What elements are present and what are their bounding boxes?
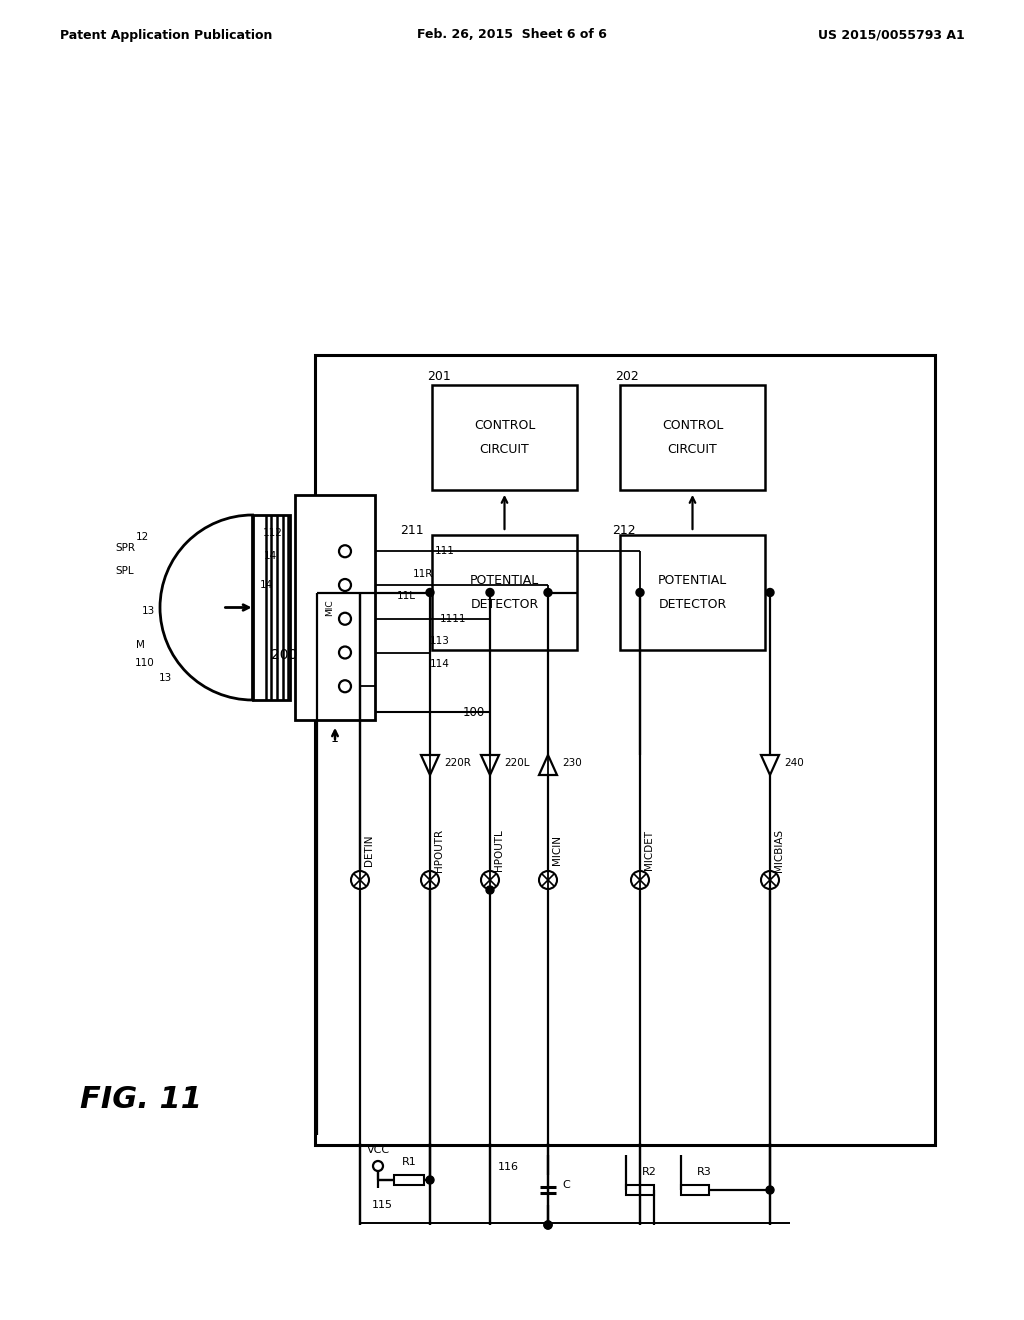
Text: 116: 116 xyxy=(498,1162,519,1172)
Text: 115: 115 xyxy=(372,1200,393,1210)
Text: 240: 240 xyxy=(784,758,804,768)
Text: 11L: 11L xyxy=(397,591,416,601)
Text: SPL: SPL xyxy=(116,565,134,576)
Circle shape xyxy=(486,589,494,597)
Text: 202: 202 xyxy=(615,371,639,384)
Polygon shape xyxy=(539,755,557,775)
Circle shape xyxy=(426,1176,434,1184)
Circle shape xyxy=(339,680,351,692)
Polygon shape xyxy=(761,755,779,775)
Text: 220L: 220L xyxy=(504,758,529,768)
Text: 14: 14 xyxy=(260,581,273,590)
Circle shape xyxy=(339,612,351,624)
Circle shape xyxy=(544,1221,552,1229)
Text: 110: 110 xyxy=(135,657,155,668)
Text: R3: R3 xyxy=(697,1167,712,1177)
Text: 111: 111 xyxy=(435,546,455,556)
Circle shape xyxy=(421,871,439,888)
Text: MICIN: MICIN xyxy=(552,836,562,865)
Text: R1: R1 xyxy=(401,1158,417,1167)
Bar xyxy=(295,495,375,719)
Text: 13: 13 xyxy=(141,606,155,616)
Bar xyxy=(626,1185,654,1195)
Text: DETECTOR: DETECTOR xyxy=(658,598,727,611)
Text: 11R: 11R xyxy=(413,569,433,578)
Text: US 2015/0055793 A1: US 2015/0055793 A1 xyxy=(818,29,965,41)
Circle shape xyxy=(544,589,552,597)
Text: MICBIAS: MICBIAS xyxy=(774,829,784,871)
Text: 13: 13 xyxy=(159,673,172,682)
Text: 1: 1 xyxy=(331,731,339,744)
Wedge shape xyxy=(160,515,253,700)
Text: Patent Application Publication: Patent Application Publication xyxy=(60,29,272,41)
Text: SPR: SPR xyxy=(115,544,135,553)
Circle shape xyxy=(761,871,779,888)
Text: HPOUTR: HPOUTR xyxy=(434,829,444,871)
Text: CIRCUIT: CIRCUIT xyxy=(479,444,529,455)
Text: DETIN: DETIN xyxy=(364,834,374,866)
Text: 230: 230 xyxy=(562,758,582,768)
Circle shape xyxy=(486,886,494,894)
Bar xyxy=(432,535,577,649)
Bar xyxy=(620,535,765,649)
Polygon shape xyxy=(481,755,499,775)
Bar xyxy=(315,355,935,1144)
Bar xyxy=(432,385,577,490)
Text: CIRCUIT: CIRCUIT xyxy=(668,444,718,455)
Circle shape xyxy=(426,589,434,597)
Text: 1111: 1111 xyxy=(440,614,467,624)
Bar xyxy=(681,1185,709,1195)
Text: HPOUTL: HPOUTL xyxy=(494,829,504,871)
Bar xyxy=(394,1175,424,1185)
Text: VCC: VCC xyxy=(367,1144,389,1155)
Text: CONTROL: CONTROL xyxy=(474,418,536,432)
Text: 12: 12 xyxy=(135,532,148,543)
Circle shape xyxy=(636,589,644,597)
Text: 114: 114 xyxy=(430,659,450,669)
Text: R2: R2 xyxy=(642,1167,656,1177)
Circle shape xyxy=(544,1221,552,1229)
Text: Feb. 26, 2015  Sheet 6 of 6: Feb. 26, 2015 Sheet 6 of 6 xyxy=(417,29,607,41)
Text: MICDET: MICDET xyxy=(644,830,654,870)
Text: 113: 113 xyxy=(430,636,450,647)
Text: 100: 100 xyxy=(463,705,485,718)
Circle shape xyxy=(766,589,774,597)
Circle shape xyxy=(766,1185,774,1195)
Text: FIG. 11: FIG. 11 xyxy=(80,1085,202,1114)
Circle shape xyxy=(351,871,369,888)
Text: MIC: MIC xyxy=(326,599,335,616)
Circle shape xyxy=(373,1162,383,1171)
Polygon shape xyxy=(421,755,439,775)
Bar xyxy=(253,515,290,700)
Circle shape xyxy=(539,871,557,888)
Text: 200: 200 xyxy=(270,648,297,663)
Circle shape xyxy=(631,871,649,888)
Circle shape xyxy=(339,545,351,557)
Text: 201: 201 xyxy=(427,371,451,384)
Text: POTENTIAL: POTENTIAL xyxy=(657,574,727,587)
Text: POTENTIAL: POTENTIAL xyxy=(470,574,539,587)
Text: 211: 211 xyxy=(400,524,424,536)
Bar xyxy=(620,385,765,490)
Text: CONTROL: CONTROL xyxy=(662,418,723,432)
Text: DETECTOR: DETECTOR xyxy=(470,598,539,611)
Text: 220R: 220R xyxy=(444,758,471,768)
Circle shape xyxy=(356,589,364,597)
Text: C: C xyxy=(562,1180,569,1191)
Text: 212: 212 xyxy=(612,524,636,536)
Circle shape xyxy=(339,579,351,591)
Circle shape xyxy=(339,647,351,659)
Text: 112: 112 xyxy=(262,528,283,539)
Text: 14: 14 xyxy=(264,550,278,561)
Text: M: M xyxy=(135,639,144,649)
Circle shape xyxy=(481,871,499,888)
